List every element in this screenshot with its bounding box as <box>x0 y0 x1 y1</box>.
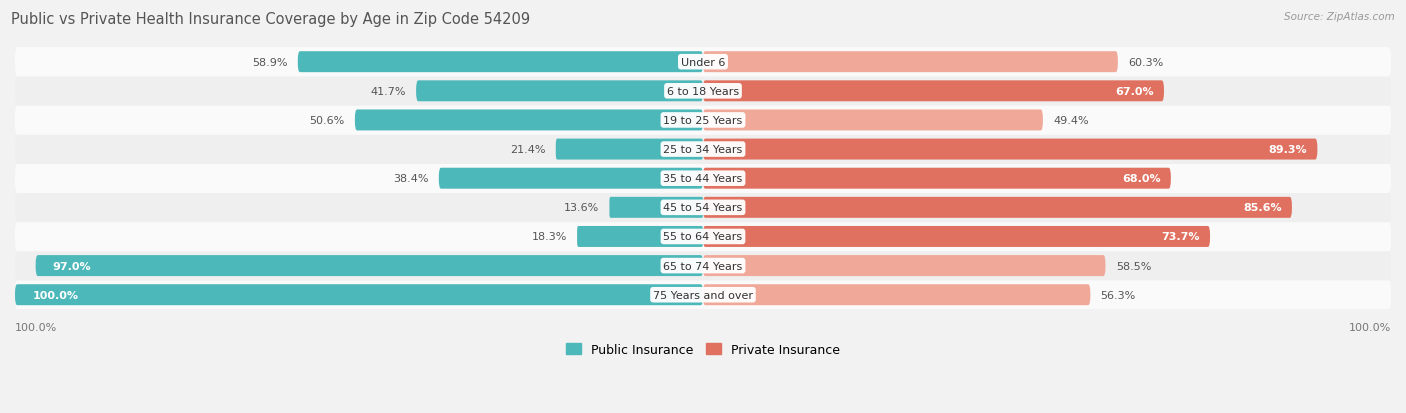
Text: 65 to 74 Years: 65 to 74 Years <box>664 261 742 271</box>
FancyBboxPatch shape <box>703 256 1105 276</box>
FancyBboxPatch shape <box>439 169 703 189</box>
FancyBboxPatch shape <box>555 139 703 160</box>
Text: Source: ZipAtlas.com: Source: ZipAtlas.com <box>1284 12 1395 22</box>
Text: 97.0%: 97.0% <box>53 261 91 271</box>
Text: 58.5%: 58.5% <box>1116 261 1152 271</box>
Text: 19 to 25 Years: 19 to 25 Years <box>664 116 742 126</box>
FancyBboxPatch shape <box>703 81 1164 102</box>
Text: 89.3%: 89.3% <box>1268 145 1308 155</box>
Text: 58.9%: 58.9% <box>252 57 287 67</box>
Text: 41.7%: 41.7% <box>370 87 406 97</box>
FancyBboxPatch shape <box>703 110 1043 131</box>
Text: 21.4%: 21.4% <box>510 145 546 155</box>
Text: 56.3%: 56.3% <box>1101 290 1136 300</box>
FancyBboxPatch shape <box>15 106 1391 135</box>
FancyBboxPatch shape <box>15 251 1391 281</box>
FancyBboxPatch shape <box>15 164 1391 194</box>
Text: 6 to 18 Years: 6 to 18 Years <box>666 87 740 97</box>
FancyBboxPatch shape <box>354 110 703 131</box>
FancyBboxPatch shape <box>416 81 703 102</box>
Text: 25 to 34 Years: 25 to 34 Years <box>664 145 742 155</box>
FancyBboxPatch shape <box>703 52 1118 73</box>
FancyBboxPatch shape <box>15 193 1391 223</box>
FancyBboxPatch shape <box>703 197 1292 218</box>
FancyBboxPatch shape <box>703 285 1090 306</box>
Text: 55 to 64 Years: 55 to 64 Years <box>664 232 742 242</box>
FancyBboxPatch shape <box>15 285 703 306</box>
Text: 49.4%: 49.4% <box>1053 116 1088 126</box>
Text: Under 6: Under 6 <box>681 57 725 67</box>
Text: 85.6%: 85.6% <box>1243 203 1282 213</box>
FancyBboxPatch shape <box>15 135 1391 164</box>
FancyBboxPatch shape <box>298 52 703 73</box>
Text: 100.0%: 100.0% <box>15 323 58 332</box>
Text: 35 to 44 Years: 35 to 44 Years <box>664 174 742 184</box>
Legend: Public Insurance, Private Insurance: Public Insurance, Private Insurance <box>561 338 845 361</box>
FancyBboxPatch shape <box>703 226 1211 247</box>
FancyBboxPatch shape <box>15 77 1391 107</box>
FancyBboxPatch shape <box>576 226 703 247</box>
Text: 38.4%: 38.4% <box>394 174 429 184</box>
Text: 68.0%: 68.0% <box>1122 174 1160 184</box>
Text: 100.0%: 100.0% <box>32 290 79 300</box>
FancyBboxPatch shape <box>15 280 1391 310</box>
FancyBboxPatch shape <box>15 222 1391 252</box>
FancyBboxPatch shape <box>15 48 1391 77</box>
Text: 73.7%: 73.7% <box>1161 232 1199 242</box>
Text: 75 Years and over: 75 Years and over <box>652 290 754 300</box>
Text: 18.3%: 18.3% <box>531 232 567 242</box>
Text: 45 to 54 Years: 45 to 54 Years <box>664 203 742 213</box>
Text: 60.3%: 60.3% <box>1128 57 1163 67</box>
FancyBboxPatch shape <box>703 169 1171 189</box>
Text: Public vs Private Health Insurance Coverage by Age in Zip Code 54209: Public vs Private Health Insurance Cover… <box>11 12 530 27</box>
Text: 100.0%: 100.0% <box>1348 323 1391 332</box>
FancyBboxPatch shape <box>35 256 703 276</box>
Text: 50.6%: 50.6% <box>309 116 344 126</box>
Text: 67.0%: 67.0% <box>1115 87 1154 97</box>
FancyBboxPatch shape <box>703 139 1317 160</box>
FancyBboxPatch shape <box>609 197 703 218</box>
Text: 13.6%: 13.6% <box>564 203 599 213</box>
